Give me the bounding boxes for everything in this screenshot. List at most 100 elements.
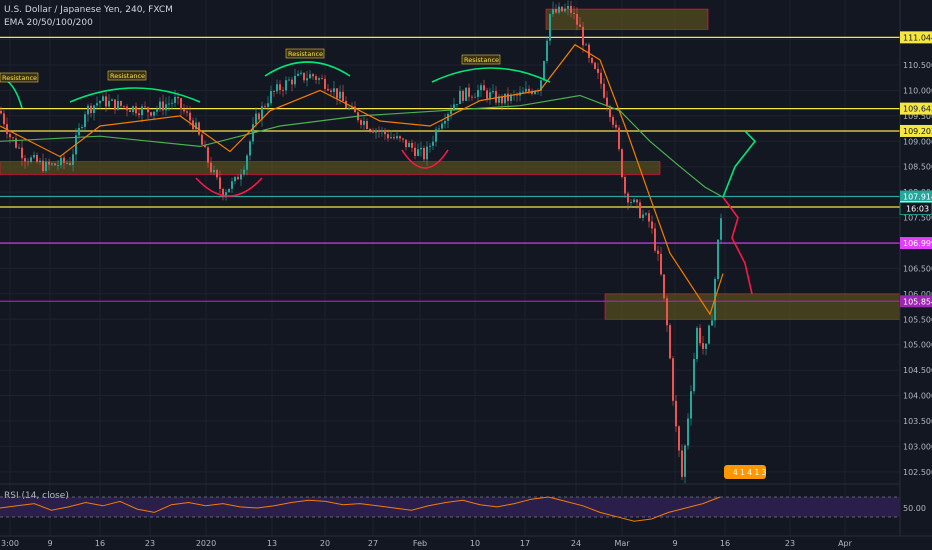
candle-body bbox=[150, 112, 152, 116]
candle-body bbox=[666, 298, 668, 326]
candle-body bbox=[411, 143, 413, 148]
candle-body bbox=[114, 99, 116, 110]
candle-body bbox=[432, 141, 434, 146]
candle-body bbox=[42, 160, 44, 172]
level-label-bg bbox=[900, 102, 932, 115]
candle-body bbox=[234, 176, 236, 182]
resistance-label: Resistance bbox=[464, 56, 499, 64]
price-tick-label: 109.500 bbox=[903, 112, 932, 121]
candle-body bbox=[471, 96, 473, 98]
level-label-bg bbox=[900, 31, 932, 44]
time-tick-label: 16 bbox=[95, 539, 105, 548]
candle-body bbox=[225, 192, 227, 197]
candle-body bbox=[459, 90, 461, 105]
time-axis[interactable]: 3:00 9 16 23 2020 13 20 27 Feb 10 17 24 Mar 9 16 23 Apr bbox=[1, 539, 853, 548]
resistance-label-bg bbox=[0, 72, 39, 83]
news-badge[interactable]: 4 1 4 1 3 bbox=[724, 465, 767, 479]
candle-body bbox=[72, 154, 74, 165]
candle-body bbox=[522, 91, 524, 93]
candle-body bbox=[402, 138, 404, 140]
candle-body bbox=[297, 73, 299, 76]
level-label: 109.203 bbox=[903, 127, 932, 136]
candle-body bbox=[633, 199, 635, 203]
candle-body bbox=[354, 106, 356, 113]
candle-body bbox=[210, 162, 212, 173]
candle-body bbox=[18, 147, 20, 149]
candle-body bbox=[315, 76, 317, 80]
ema-orange-line bbox=[0, 43, 724, 316]
time-tick-label: 9 bbox=[47, 539, 52, 548]
candle-body bbox=[609, 106, 611, 118]
candle-body bbox=[147, 107, 149, 113]
indicator-label: EMA 20/50/100/200 bbox=[4, 18, 93, 28]
candle-body bbox=[216, 170, 218, 178]
candle-body bbox=[495, 91, 497, 103]
candle-body bbox=[81, 127, 83, 128]
time-tick-label: 17 bbox=[520, 539, 530, 548]
candle-body bbox=[507, 93, 509, 101]
candle-body bbox=[510, 94, 512, 101]
candle-body bbox=[288, 79, 290, 81]
candle-body bbox=[489, 92, 491, 99]
candle-body bbox=[246, 155, 248, 170]
candle-body bbox=[39, 160, 41, 163]
candle-body bbox=[708, 325, 710, 344]
level-label: 111.044 bbox=[903, 33, 932, 42]
candle-body bbox=[468, 87, 470, 97]
resistance-label-bg bbox=[461, 54, 501, 65]
level-label: 105.854 bbox=[903, 297, 932, 306]
resistance-label: Resistance bbox=[110, 72, 145, 80]
candle-body bbox=[435, 129, 437, 142]
candle-body bbox=[330, 90, 332, 92]
candle-body bbox=[420, 147, 422, 150]
level-label: 107.914 bbox=[903, 193, 932, 202]
candle-body bbox=[117, 100, 119, 110]
candle-body bbox=[453, 104, 455, 111]
price-tick-label: 103.500 bbox=[903, 417, 932, 426]
candle-body bbox=[129, 110, 131, 113]
candle-body bbox=[153, 111, 155, 116]
price-zone bbox=[604, 293, 901, 320]
candle-body bbox=[657, 250, 659, 254]
candle-body bbox=[690, 391, 692, 419]
candle-body bbox=[558, 6, 560, 13]
badge-text: 4 1 4 1 3 bbox=[733, 468, 767, 477]
candle-body bbox=[21, 147, 23, 159]
resistance-label-bg bbox=[285, 48, 325, 59]
candle-body bbox=[27, 161, 29, 163]
candle-body bbox=[270, 91, 272, 104]
candle-body bbox=[36, 154, 38, 163]
support-arc bbox=[195, 177, 263, 197]
candle-body bbox=[318, 78, 320, 80]
candle-body bbox=[66, 162, 68, 164]
candle-body bbox=[255, 113, 257, 125]
time-tick-label: Apr bbox=[838, 539, 853, 548]
candle-body bbox=[684, 445, 686, 477]
candle-body bbox=[462, 90, 464, 101]
candle-body bbox=[15, 138, 17, 148]
candle-body bbox=[585, 44, 587, 46]
candle-body bbox=[615, 124, 617, 128]
candle-body bbox=[570, 5, 572, 13]
time-tick-label: 13 bbox=[267, 539, 277, 548]
candle-body bbox=[372, 130, 374, 133]
countdown-label: 16:03 bbox=[906, 205, 929, 214]
candle-body bbox=[603, 83, 605, 98]
candle-body bbox=[177, 96, 179, 99]
level-label-bg bbox=[900, 295, 932, 308]
candle-body bbox=[222, 188, 224, 197]
chart-title: U.S. Dollar / Japanese Yen, 240, FXCM bbox=[4, 5, 173, 15]
candle-body bbox=[699, 327, 701, 344]
candle-body bbox=[648, 213, 650, 222]
candle-body bbox=[123, 105, 125, 107]
candle-body bbox=[651, 221, 653, 229]
candle-body bbox=[93, 105, 95, 113]
price-tick-label: 103.000 bbox=[903, 442, 932, 451]
candle-body bbox=[201, 134, 203, 145]
time-tick-label: 27 bbox=[368, 539, 378, 548]
candle-body bbox=[660, 253, 662, 275]
candle-body bbox=[342, 91, 344, 101]
time-tick-label: 2020 bbox=[196, 539, 216, 548]
candle-body bbox=[711, 320, 713, 326]
